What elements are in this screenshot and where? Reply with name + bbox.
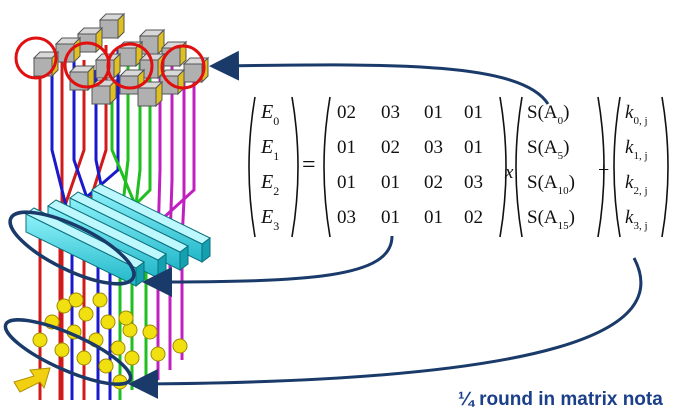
math-term: E3: [260, 206, 279, 233]
mix-matrix: 02 03 01 01 01 02 03 01 01 01 02 03 03 01 01 02: [337, 102, 483, 228]
xor-dot: [100, 314, 116, 330]
xor-dot: [76, 350, 92, 366]
matrix-cell: 02: [424, 172, 443, 193]
matrix-cell: 03: [424, 137, 443, 158]
highlight-circle: [14, 36, 58, 80]
matrix-cell: 01: [381, 207, 400, 228]
matrix-cell: 01: [464, 137, 483, 158]
wire: [110, 80, 148, 380]
matrix-cell: 01: [381, 172, 400, 193]
lhs-vector: E0 E1 E2 E3: [260, 101, 279, 233]
xor-dot: [172, 338, 188, 354]
wire: [180, 70, 186, 360]
matrix-cell: 02: [381, 137, 400, 158]
matrix-cell: 01: [424, 102, 443, 123]
matrix-cell: 03: [337, 207, 356, 228]
xor-dot: [150, 346, 166, 362]
equals-sign: =: [302, 152, 316, 178]
wire: [156, 60, 162, 380]
mix-bar: [25, 207, 145, 287]
sbox-cube: [98, 12, 126, 40]
matrix-cell: 03: [464, 172, 483, 193]
mixcolumn-highlight-ellipse: [8, 210, 136, 286]
matrix-cell: 01: [464, 102, 483, 123]
arrow-to-sbox: [209, 50, 550, 105]
matrix-cell: 02: [464, 207, 483, 228]
matrix-cell: 03: [381, 102, 400, 123]
key-left-paren: [613, 96, 621, 238]
round-key-vector: k0, j k1, j k2, j k3, j: [625, 102, 648, 232]
xor-dot: [56, 298, 72, 314]
math-term: S(A5): [527, 137, 569, 162]
math-term: S(A15): [527, 207, 575, 232]
key-right-paren: [661, 96, 669, 238]
matrix-right-paren: [499, 96, 507, 238]
arrow-to-addkey: [128, 257, 643, 399]
math-term: k3, j: [625, 207, 648, 232]
xor-dots: [32, 292, 188, 390]
highlight-circle: [160, 44, 206, 90]
xor-dot: [110, 340, 126, 356]
sbox-right-paren: [597, 96, 605, 238]
math-term: S(A0): [527, 102, 569, 127]
math-term: k2, j: [625, 172, 648, 197]
wire: [50, 70, 74, 400]
sbox-vector: S(A0) S(A5) S(A10) S(A15): [527, 102, 575, 232]
xor-dot: [142, 324, 158, 340]
matrix-cell: 01: [337, 137, 356, 158]
sbox-cubes: [32, 12, 210, 108]
math-term: E0: [260, 101, 279, 128]
caption: ¼ round in matrix nota: [458, 389, 663, 410]
xor-dot: [32, 332, 48, 348]
matrix-left-paren: [323, 96, 331, 238]
math-term: k0, j: [625, 102, 648, 127]
highlight-circle: [106, 42, 154, 90]
matrix-cell: 01: [424, 207, 443, 228]
datapath-wires: [38, 45, 196, 400]
xor-dot: [98, 358, 114, 374]
math-term: E1: [260, 136, 279, 163]
plus-sign: +: [598, 159, 609, 181]
multiply-sign: x: [504, 162, 514, 183]
xor-dot: [68, 292, 84, 308]
xor-dot: [54, 342, 70, 358]
xor-dot: [78, 306, 94, 322]
xor-dot: [124, 350, 140, 366]
math-term: S(A10): [527, 172, 575, 197]
wire: [72, 50, 100, 400]
sbox-cube: [90, 78, 118, 106]
xor-dot: [92, 292, 108, 308]
input-arrow-icon: [13, 367, 51, 393]
highlight-circles: [14, 36, 206, 90]
matrix-cell: 01: [337, 172, 356, 193]
matrix-cell: 02: [337, 102, 356, 123]
sbox-left-paren: [515, 96, 523, 238]
sbox-cube: [76, 26, 104, 54]
arrow-to-mixcolumn: [142, 235, 394, 297]
xor-dot: [118, 310, 134, 326]
sbox-cube: [54, 36, 82, 64]
math-term: k1, j: [625, 137, 648, 162]
lhs-left-paren: [248, 96, 256, 238]
sbox-cube: [32, 50, 60, 78]
lhs-right-paren: [291, 96, 299, 238]
math-term: E2: [260, 171, 279, 198]
